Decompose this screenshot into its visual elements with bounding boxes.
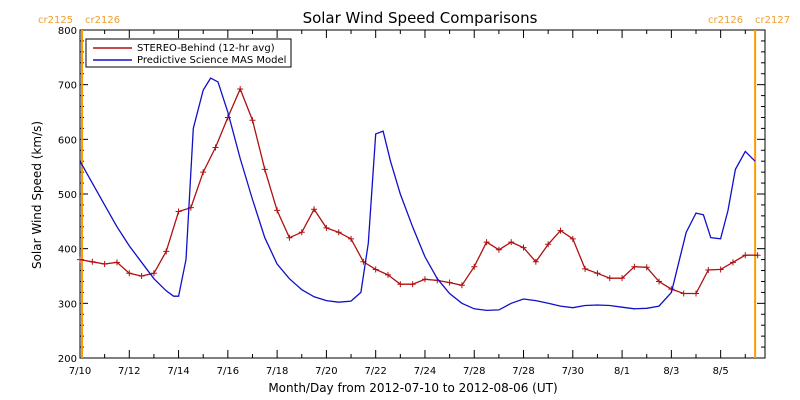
series-0-point-37 <box>532 258 539 265</box>
x-tick-label-11: 8/1 <box>614 366 630 377</box>
series-0-point-41 <box>582 265 589 272</box>
series-0-point-24 <box>372 266 379 273</box>
x-tick-label-3: 7/16 <box>217 366 239 377</box>
series-0-point-13 <box>237 86 244 93</box>
series-0-point-8 <box>175 208 182 215</box>
series-0-point-53 <box>729 259 736 266</box>
series-0-point-51 <box>705 266 712 273</box>
series-0-point-44 <box>619 275 626 282</box>
series-0-point-3 <box>113 259 120 266</box>
series-0-point-33 <box>483 239 490 246</box>
series-0-point-47 <box>656 278 663 285</box>
series-0-point-20 <box>323 224 330 231</box>
legend-label-mas: Predictive Science MAS Model <box>137 55 286 66</box>
series-0-point-32 <box>471 263 478 270</box>
legend-label-stereo: STEREO-Behind (12-hr avg) <box>137 43 275 54</box>
series-0-point-18 <box>298 229 305 236</box>
y-tick-label-700: 700 <box>58 81 77 92</box>
series-0-point-11 <box>212 144 219 151</box>
series-0-point-38 <box>545 241 552 248</box>
y-tick-label-500: 500 <box>58 190 77 201</box>
series-0-point-27 <box>409 281 416 288</box>
x-tick-label-0: 7/10 <box>69 366 91 377</box>
series-0-point-45 <box>631 263 638 270</box>
series-0-point-6 <box>150 270 157 277</box>
x-tick-label-6: 7/22 <box>364 366 386 377</box>
series-0-point-16 <box>274 207 281 214</box>
series-0-point-34 <box>495 246 502 253</box>
series-0-point-39 <box>557 227 564 234</box>
y-tick-label-800: 800 <box>58 26 77 37</box>
series-0-point-52 <box>717 266 724 273</box>
series-0-point-25 <box>385 271 392 278</box>
plot-frame <box>79 29 766 359</box>
series-0-point-0 <box>77 256 83 263</box>
carrington-right-label-start: cr2126 <box>85 15 120 26</box>
series-0-point-30 <box>446 279 453 286</box>
plot-area: 200 300 400 500 600 700 800 7/10 7/12 7/14 7/16 7/1… <box>58 26 766 377</box>
series-0-point-35 <box>508 239 515 246</box>
x-tick-label-13: 8/5 <box>713 366 729 377</box>
series-0-point-21 <box>335 229 342 236</box>
series-0-point-49 <box>680 290 687 297</box>
series-0-point-50 <box>693 290 700 297</box>
carrington-left-label-start: cr2125 <box>38 15 73 26</box>
x-tick-label-4: 7/18 <box>266 366 288 377</box>
series-0-point-55 <box>754 252 761 259</box>
series-0-point-14 <box>249 117 256 124</box>
carrington-left-label-end: cr2126 <box>708 15 743 26</box>
y-tick-label-200: 200 <box>58 354 77 365</box>
series-0-point-4 <box>126 270 133 277</box>
x-tick-label-8: 7/28 <box>463 366 485 377</box>
legend-box <box>85 38 292 68</box>
series-0-point-7 <box>163 248 170 255</box>
series-0-point-40 <box>569 235 576 242</box>
legend: STEREO-Behind (12-hr avg) Predictive Sci… <box>85 38 292 68</box>
series-0-point-36 <box>520 244 527 251</box>
y-tick-label-600: 600 <box>58 135 77 146</box>
x-tick-label-9: 7/28 <box>512 366 534 377</box>
series-0-point-28 <box>421 276 428 283</box>
series-0-point-15 <box>261 166 268 173</box>
series-0-point-10 <box>200 169 207 176</box>
series-0-point-17 <box>286 234 293 241</box>
x-tick-label-5: 7/20 <box>315 366 337 377</box>
series-0-point-31 <box>458 282 465 289</box>
series-0-point-19 <box>311 206 318 213</box>
x-tick-label-7: 7/24 <box>414 366 436 377</box>
series-line-1 <box>79 77 756 312</box>
series-0-point-22 <box>348 235 355 242</box>
y-axis-label: Solar Wind Speed (km/s) <box>30 121 44 269</box>
series-0-point-43 <box>606 275 613 282</box>
chart-title: Solar Wind Speed Comparisons <box>303 9 538 27</box>
series-0-point-54 <box>742 252 749 259</box>
x-tick-label-1: 7/12 <box>118 366 140 377</box>
series-line-0 <box>79 87 758 295</box>
series-0-point-5 <box>138 273 145 279</box>
x-axis-label: Month/Day from 2012-07-10 to 2012-08-06 … <box>268 381 557 395</box>
x-tick-label-10: 7/30 <box>562 366 584 377</box>
series-0-point-42 <box>594 270 601 277</box>
series-0-point-1 <box>89 258 96 265</box>
x-tick-label-12: 8/3 <box>663 366 679 377</box>
x-tick-label-2: 7/14 <box>167 366 189 377</box>
y-tick-label-400: 400 <box>58 245 77 256</box>
carrington-right-label-end: cr2127 <box>755 15 790 26</box>
y-tick-label-300: 300 <box>58 299 77 310</box>
series-0-point-46 <box>643 264 650 271</box>
series-0-point-2 <box>101 260 108 267</box>
series-0-point-26 <box>397 281 404 288</box>
